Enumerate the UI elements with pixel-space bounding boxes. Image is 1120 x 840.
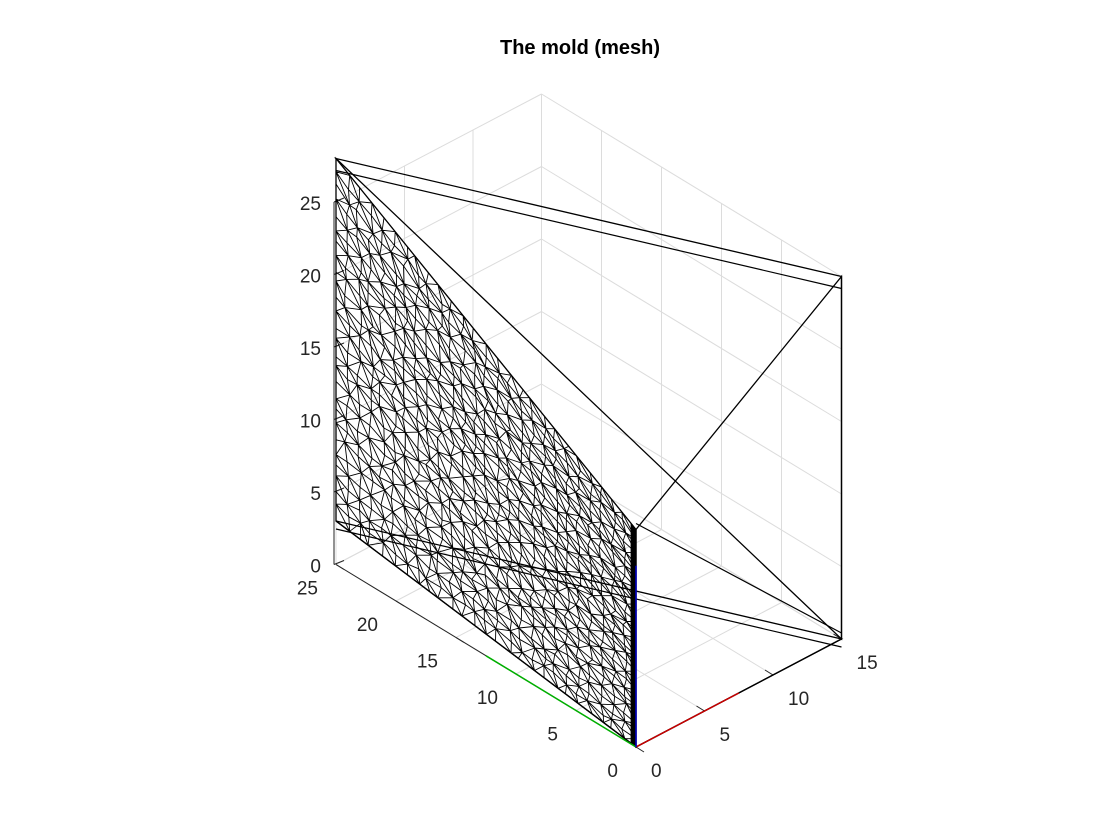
grid-line bbox=[335, 311, 542, 420]
grid-line bbox=[404, 528, 705, 712]
z-tick-mark bbox=[333, 560, 345, 565]
y-tick-label: 15 bbox=[417, 652, 438, 673]
y-tick-mark bbox=[335, 564, 345, 570]
y-tick-mark bbox=[455, 637, 465, 643]
grid-line bbox=[541, 383, 842, 567]
z-tick-label: 20 bbox=[300, 267, 321, 288]
grid-line bbox=[335, 93, 542, 203]
y-tick-mark bbox=[395, 600, 405, 607]
x-tick-label: 0 bbox=[651, 761, 662, 782]
x-tick-label: 15 bbox=[857, 653, 878, 674]
z-tick-label: 0 bbox=[310, 557, 321, 578]
front-face bbox=[635, 274, 843, 749]
y-tick-label: 5 bbox=[547, 725, 558, 746]
mesh-edge-strip bbox=[630, 523, 636, 747]
chart-title: The mold (mesh) bbox=[500, 37, 660, 59]
grid-line bbox=[541, 238, 842, 422]
mesh-triangles bbox=[335, 158, 637, 748]
y-axis-line bbox=[485, 655, 637, 748]
grid-line bbox=[335, 383, 542, 493]
x-axis-line bbox=[635, 692, 740, 748]
mesh-edge bbox=[335, 169, 842, 290]
grid-line bbox=[541, 166, 842, 350]
x-tick-mark bbox=[764, 669, 774, 676]
y-tick-label: 20 bbox=[357, 615, 378, 636]
x-tick-label: 5 bbox=[720, 725, 731, 746]
mesh-edges bbox=[333, 156, 844, 749]
z-tick-label: 10 bbox=[300, 412, 321, 433]
y-tick-mark bbox=[635, 746, 645, 753]
z-tick-label: 25 bbox=[300, 194, 321, 215]
z-tick-label: 5 bbox=[310, 484, 321, 505]
mesh-edge bbox=[335, 528, 842, 648]
grid-line bbox=[541, 311, 842, 495]
mesh bbox=[335, 158, 637, 748]
axis-lines bbox=[485, 565, 740, 748]
mesh-edge bbox=[635, 522, 842, 634]
y-tick-label: 0 bbox=[607, 761, 618, 782]
x-tick-mark bbox=[696, 705, 705, 712]
y-tick-label: 25 bbox=[297, 579, 318, 600]
z-tick-label: 15 bbox=[300, 339, 321, 360]
grid-line bbox=[515, 565, 722, 675]
y-tick-label: 10 bbox=[477, 688, 498, 709]
x-tick-label: 10 bbox=[788, 689, 809, 710]
grid-lines bbox=[335, 93, 842, 748]
grid-line bbox=[541, 93, 842, 277]
